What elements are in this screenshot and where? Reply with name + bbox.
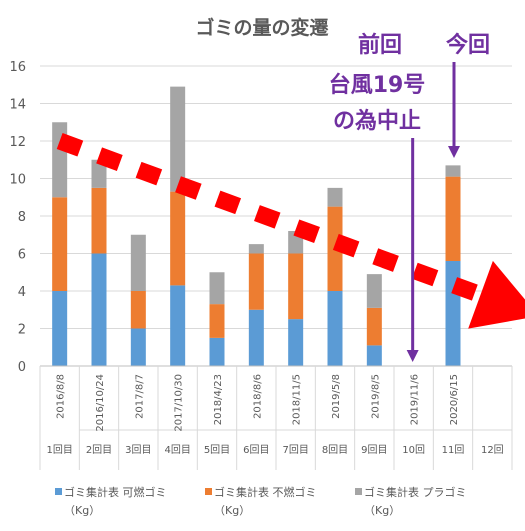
chart-title: ゴミの量の変遷 [195, 16, 328, 39]
bar-segment-3 [52, 122, 68, 198]
bar-segment-1 [170, 285, 186, 366]
x-axis: 2016/8/8 2016/10/24 2017/8/7 2017/10/30 2018… [39, 365, 513, 470]
legend-label: ゴミ集計表 プラゴミ [364, 485, 467, 499]
y-tick-label: 14 [9, 98, 26, 113]
x-session-label: 5回目 [204, 444, 230, 456]
x-session-label: 8回目 [322, 444, 348, 456]
bar-segment-1 [445, 261, 461, 366]
bar-segment-3 [366, 274, 382, 308]
annotation-arrow-right-head [448, 146, 460, 158]
x-date-label: 2016/8/8 [56, 374, 67, 419]
x-date-label: 2018/4/23 [213, 374, 224, 425]
bar-segment-1 [52, 291, 68, 366]
bar-segment-1 [327, 291, 343, 366]
bar-segment-1 [209, 337, 225, 366]
bar-segment-1 [130, 328, 146, 366]
bar-segment-1 [91, 253, 107, 366]
y-tick-label: 8 [18, 210, 26, 225]
legend-unit: （Kg） [364, 504, 400, 517]
x-session-label: 10回 [402, 444, 425, 456]
bar-segment-1 [248, 309, 264, 366]
y-tick-label: 12 [9, 135, 26, 150]
annotation-text: 今回 [446, 32, 490, 58]
bar-segment-3 [248, 244, 264, 254]
bar-segment-2 [91, 187, 107, 254]
x-date-label: 2018/11/5 [292, 374, 303, 425]
annotation-arrow-left-head [406, 350, 419, 362]
y-tick-label: 6 [18, 248, 26, 263]
bar-segment-2 [248, 253, 264, 310]
x-session-label: 9回目 [361, 444, 387, 456]
legend-swatch [355, 488, 362, 495]
legend: ゴミ集計表 可燃ゴミ （Kg） ゴミ集計表 不燃ゴミ （Kg） ゴミ集計表 プラゴミ （K… [55, 485, 467, 517]
annotation-text: の為中止 [333, 108, 421, 134]
bar-segment-2 [366, 307, 382, 346]
x-date-label: 2020/6/15 [449, 374, 460, 425]
bar-segment-3 [327, 187, 343, 207]
y-tick-label: 4 [18, 285, 26, 300]
y-tick-label: 0 [18, 360, 26, 375]
bar-segment-3 [209, 272, 225, 305]
legend-label: ゴミ集計表 不燃ゴミ [214, 485, 317, 499]
x-date-label: 2016/10/24 [95, 374, 106, 432]
trend-arrow [56, 133, 525, 329]
bar-stacks [52, 86, 461, 366]
y-tick-label: 2 [18, 323, 26, 338]
x-date-label: 2017/10/30 [174, 374, 185, 432]
bar-segment-1 [366, 345, 382, 366]
x-date-label: 2017/8/7 [134, 374, 145, 419]
bar-segment-3 [130, 234, 146, 291]
legend-swatch [205, 488, 212, 495]
legend-unit: （Kg） [64, 504, 100, 517]
y-tick-label: 16 [9, 60, 26, 75]
bar-segment-3 [170, 86, 186, 192]
y-tick-label: 10 [9, 173, 26, 188]
bar-segment-2 [288, 253, 304, 320]
x-date-label: 2019/11/6 [410, 374, 421, 425]
x-session-label: 11回 [442, 444, 465, 456]
x-session-label: 12回 [481, 444, 504, 456]
x-date-label: 2019/5/8 [331, 374, 342, 419]
bar-segment-3 [91, 159, 107, 188]
bar-segment-3 [445, 165, 461, 177]
trend-arrowhead [468, 260, 525, 329]
bar-segment-2 [445, 176, 461, 261]
bar-segment-2 [209, 304, 225, 338]
annotation-text: 台風19号 [329, 72, 426, 98]
legend-unit: （Kg） [214, 504, 250, 517]
annotation-text: 前回 [358, 32, 402, 58]
bar-segment-2 [130, 291, 146, 329]
x-session-label: 1回目 [46, 444, 72, 456]
x-session-label: 6回目 [243, 444, 269, 456]
trend-dashed-line [56, 133, 484, 303]
bar-segment-1 [288, 319, 304, 366]
x-session-label: 7回目 [282, 444, 308, 456]
legend-label: ゴミ集計表 可燃ゴミ [64, 485, 167, 499]
bar-segment-2 [52, 197, 68, 291]
bar-segment-2 [170, 191, 186, 286]
x-session-label: 4回目 [164, 444, 190, 456]
x-session-label: 3回目 [125, 444, 151, 456]
x-date-label: 2018/8/6 [252, 374, 263, 419]
x-session-label: 2回目 [86, 444, 112, 456]
x-date-label: 2019/8/5 [370, 374, 381, 419]
y-axis: 0 2 4 6 8 10 12 14 16 [9, 60, 26, 375]
legend-swatch [55, 488, 62, 495]
